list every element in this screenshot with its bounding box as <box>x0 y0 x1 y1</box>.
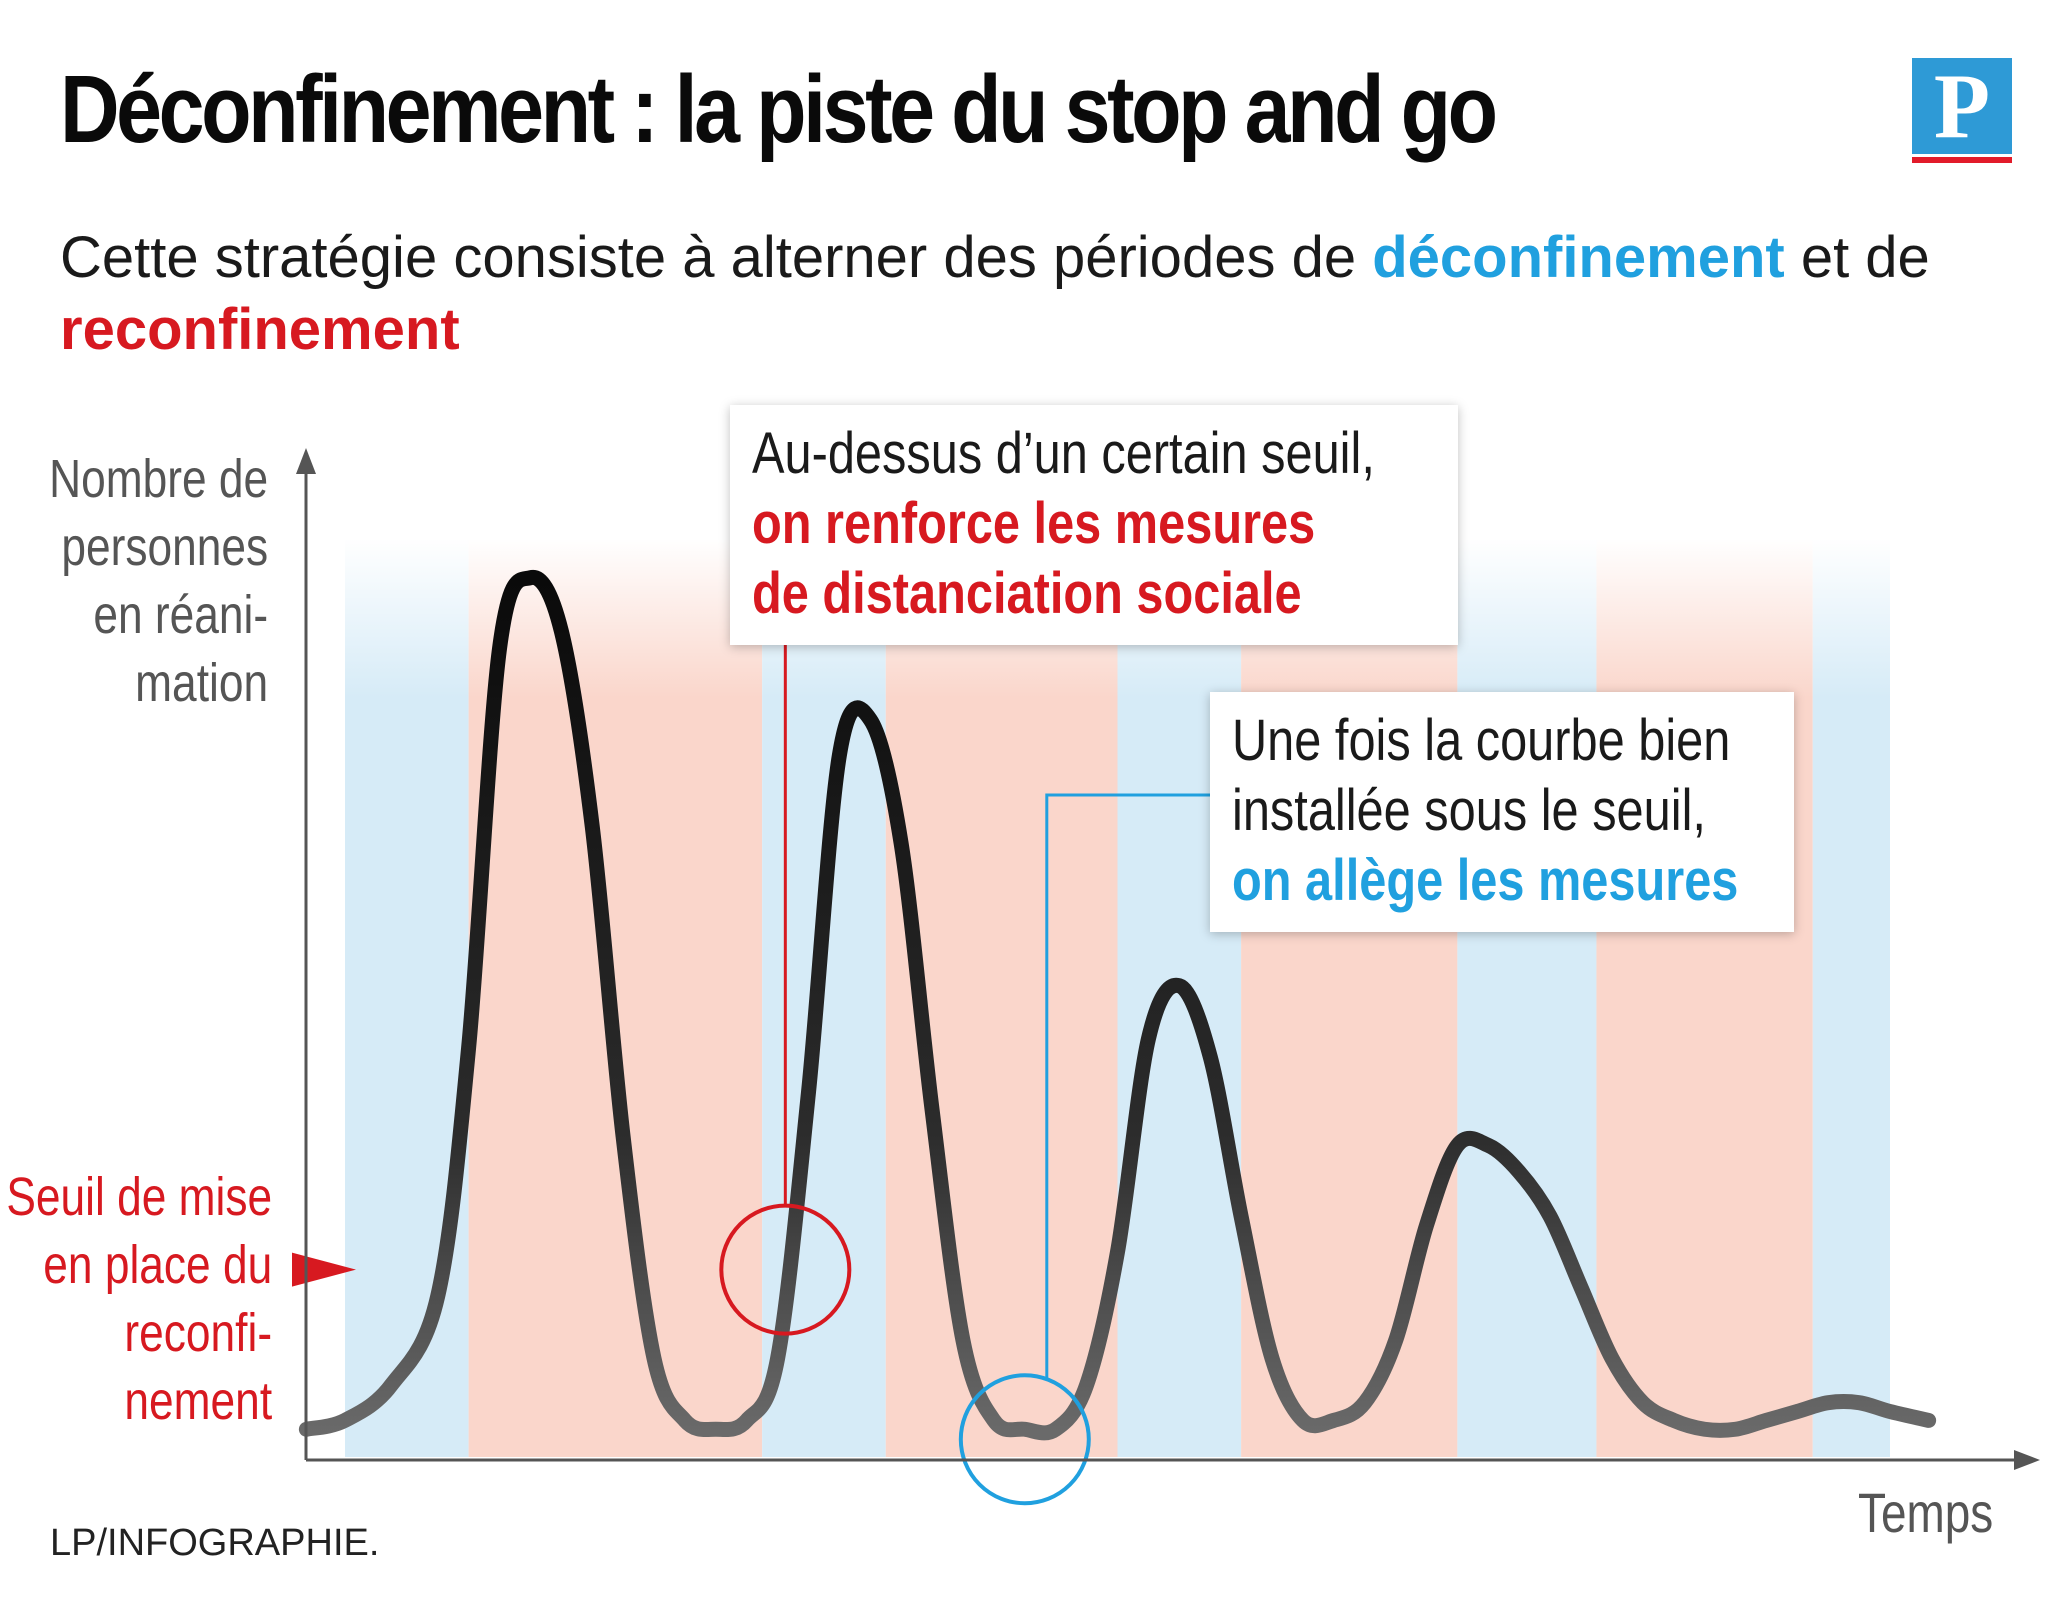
credit: LP/INFOGRAPHIE. <box>50 1522 380 1564</box>
threshold-marker-icon <box>292 1252 356 1287</box>
x-axis-label: Temps <box>1858 1481 1994 1544</box>
y-axis-label-line: mation <box>135 653 268 713</box>
series-curve <box>298 569 1937 1441</box>
callout-top: Au-dessus d’un certain seuil, on renforc… <box>730 405 1458 645</box>
callout-bottom-line: installée sous le seuil, <box>1232 778 1706 843</box>
chart-subtitle: Cette stratégie consiste à alterner des … <box>60 222 2040 366</box>
subtitle-text-before: Cette stratégie consiste à alterner des … <box>60 225 1373 290</box>
callout-top-line: on renforce les mesures <box>752 491 1316 556</box>
subtitle-highlight-deconfinement: déconfinement <box>1372 225 1785 290</box>
y-axis-label-line: en réani- <box>93 585 268 645</box>
y-axis-label-line: Nombre de <box>48 449 268 509</box>
subtitle-highlight-reconfinement: reconfinement <box>60 297 460 362</box>
y-axis-label-line: personnes <box>61 517 268 577</box>
le-parisien-logo: P <box>1912 58 2012 154</box>
callout-bottom-highlight-circle <box>958 1373 1091 1506</box>
callout-top-line: Au-dessus d’un certain seuil, <box>752 421 1375 486</box>
subtitle-text-middle: et de <box>1784 225 1930 290</box>
threshold-label-line: en place du <box>43 1235 272 1295</box>
y-axis-arrow-icon <box>296 448 316 474</box>
callout-bottom-leader-line <box>1045 793 1210 1380</box>
threshold-label-line: Seuil de mise <box>6 1167 272 1227</box>
threshold-label-line: reconfi- <box>124 1303 272 1363</box>
logo-underline <box>1912 157 2012 163</box>
callout-bottom-line: on allège les mesures <box>1232 848 1739 913</box>
threshold-label-line: nement <box>124 1371 272 1431</box>
x-axis-arrow-icon <box>2014 1450 2040 1470</box>
chart-title: Déconfinement : la piste du stop and go <box>60 56 1498 163</box>
callout-top-highlight-circle <box>719 1203 852 1336</box>
callout-top-line: de distanciation sociale <box>752 561 1302 626</box>
callout-bottom-line: Une fois la courbe bien <box>1232 708 1731 773</box>
callout-bottom: Une fois la courbe bien installée sous l… <box>1210 692 1794 932</box>
